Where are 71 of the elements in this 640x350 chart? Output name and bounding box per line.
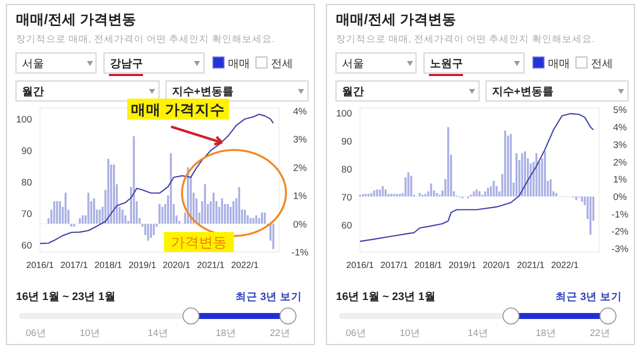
x-tick-label: 2017/1 — [60, 260, 88, 270]
annotation: 가격변동 — [171, 234, 227, 250]
text: 18년 — [216, 328, 236, 339]
text: 전세 — [591, 58, 613, 70]
chart-subtitle: 장기적으로 매매, 전세가격이 어떤 추세인지 확인해보세요. — [336, 34, 594, 45]
x-tick-label: 2021/1 — [196, 260, 224, 270]
y2-tick-label: 0% — [293, 219, 308, 230]
x-tick-label: 2020/1 — [162, 260, 190, 270]
text: 최근 3년 보기 — [235, 291, 302, 303]
y2-tick-label: 1% — [293, 191, 308, 202]
y-tick-label: 60 — [341, 220, 352, 232]
text: 14년 — [468, 328, 488, 339]
text: 06년 — [346, 328, 366, 339]
y2-tick-label: 2% — [293, 162, 308, 174]
x-tick-label: 2019/1 — [128, 260, 156, 270]
x-tick-label: 2018/1 — [414, 260, 442, 270]
text: 강남구 — [110, 58, 143, 70]
x-tick-label: 2016/1 — [346, 260, 374, 270]
text: 06년 — [26, 328, 46, 339]
y2-tick-label: 1% — [613, 174, 628, 186]
y-tick-label: 100 — [336, 108, 352, 120]
text: 월간 — [342, 86, 364, 98]
x-tick-label: 2021/1 — [516, 260, 544, 270]
x-tick-label: 2019/1 — [448, 260, 476, 270]
text: 노원구 — [430, 58, 463, 70]
x-tick-label: 2020/1 — [482, 260, 510, 270]
x-tick-label: 2022/1 — [551, 260, 579, 270]
y2-tick-label: 3% — [613, 140, 628, 151]
text: 지수+변동률 — [491, 86, 554, 98]
y2-tick-label: 0% — [613, 192, 628, 203]
text: 16년 1월 ~ 23년 1월 — [336, 291, 436, 303]
text: 매매 — [548, 58, 570, 70]
text: 매매 — [228, 58, 250, 70]
y-tick-label: 80 — [341, 164, 352, 176]
y2-tick-label: 2% — [613, 157, 628, 168]
y2-tick-label: -3% — [612, 244, 629, 256]
text: 지수+변동률 — [171, 86, 234, 98]
text: 14년 — [148, 328, 168, 339]
text: 10년 — [80, 328, 100, 339]
text: 서울 — [22, 58, 44, 70]
text: 16년 1월 ~ 23년 1월 — [16, 291, 116, 303]
y2-tick-label: 4% — [293, 106, 308, 118]
y2-tick-label: 3% — [293, 134, 308, 146]
y2-tick-label: -2% — [612, 226, 629, 238]
text: 월간 — [22, 86, 44, 98]
y-tick-label: 70 — [341, 192, 352, 204]
x-tick-label: 2017/1 — [380, 260, 408, 270]
text: 18년 — [536, 328, 556, 339]
annotation: 매매 가격지수 — [131, 102, 226, 119]
y-tick-label: 90 — [341, 136, 352, 148]
y2-tick-label: 5% — [613, 105, 628, 116]
x-tick-label: 2018/1 — [94, 260, 122, 270]
x-tick-label: 2022/1 — [231, 260, 259, 270]
text: 전세 — [271, 58, 293, 70]
chart-title: 매매/전세 가격변동 — [16, 11, 136, 27]
chart-subtitle: 장기적으로 매매, 전세가격이 어떤 추세인지 확인해보세요. — [16, 34, 274, 45]
text: 서울 — [342, 58, 364, 70]
chart-title: 매매/전세 가격변동 — [336, 11, 456, 27]
y-tick-label: 70 — [21, 209, 32, 220]
x-tick-label: 2016/1 — [26, 260, 54, 270]
text: 10년 — [400, 328, 420, 339]
y2-tick-label: 4% — [613, 122, 628, 134]
text: 최근 3년 보기 — [555, 291, 622, 303]
y-tick-label: 60 — [21, 240, 32, 252]
y-tick-label: 80 — [21, 178, 32, 189]
text: 22년 — [590, 328, 610, 339]
y2-tick-label: -1% — [292, 248, 309, 258]
y2-tick-label: -1% — [612, 209, 629, 220]
text: 22년 — [270, 328, 290, 339]
y-tick-label: 90 — [21, 146, 32, 158]
y-tick-label: 100 — [16, 114, 32, 126]
